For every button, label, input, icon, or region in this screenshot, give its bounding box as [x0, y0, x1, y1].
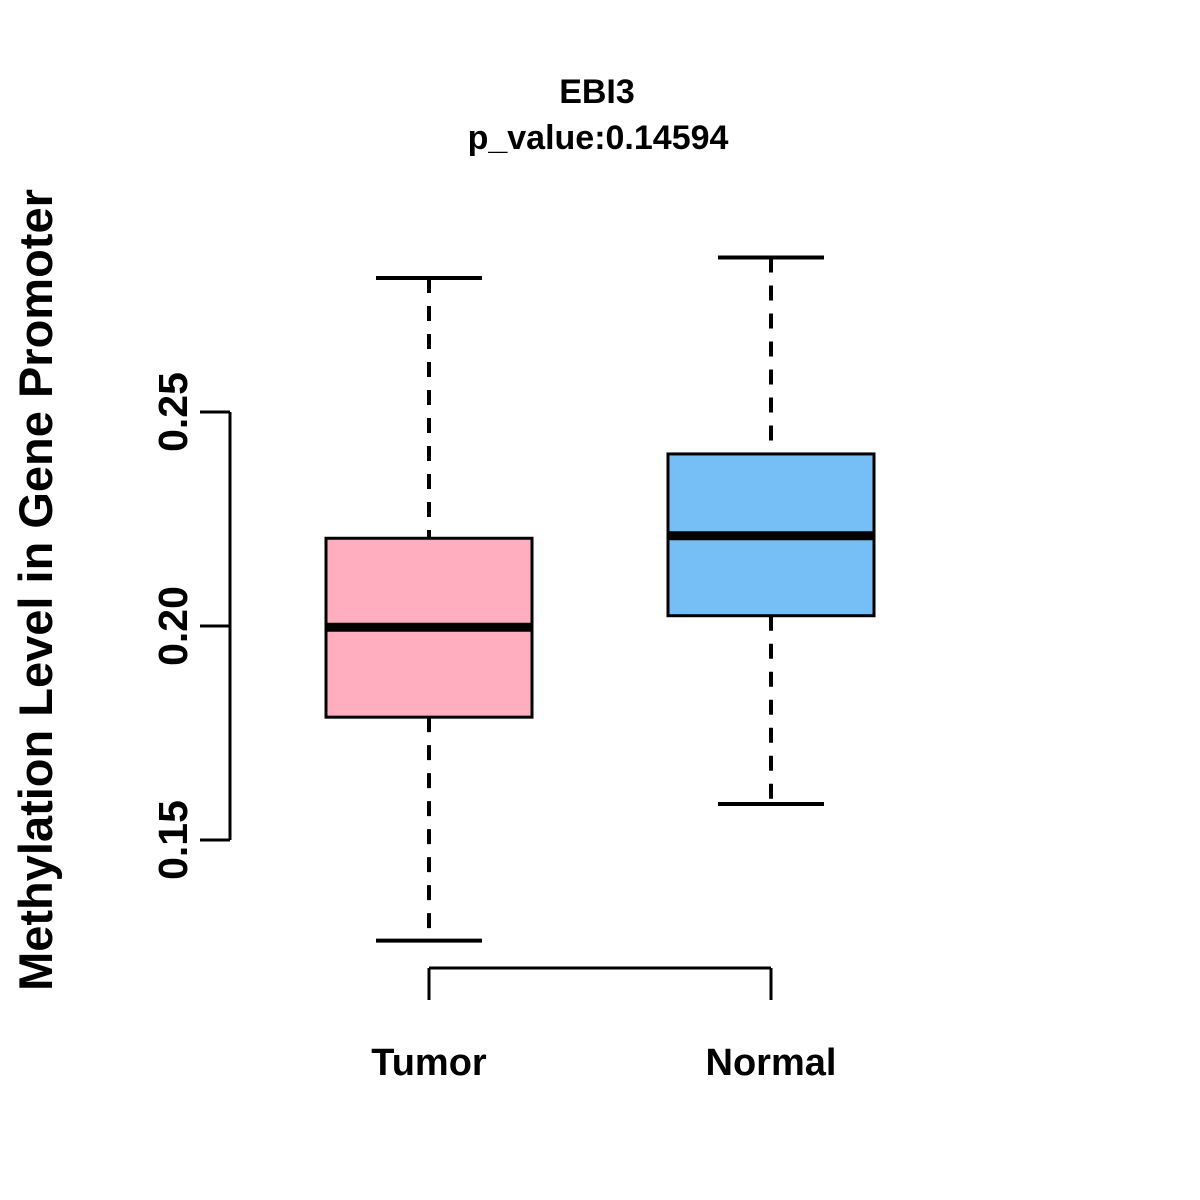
y-tick-label: 0.20	[150, 586, 196, 666]
y-tick-label: 0.15	[150, 800, 196, 880]
x-category-label: Tumor	[371, 1042, 487, 1084]
y-axis-title: Methylation Level in Gene Promoter	[9, 189, 62, 991]
plot-area: 0.15 0.20 0.25 Tumor Normal	[150, 255, 876, 1084]
chart-title: EBI3	[559, 73, 635, 111]
x-category-label: Normal	[706, 1042, 837, 1084]
y-tick-label: 0.25	[150, 372, 196, 452]
chart-subtitle: p_value:0.14594	[468, 119, 729, 157]
